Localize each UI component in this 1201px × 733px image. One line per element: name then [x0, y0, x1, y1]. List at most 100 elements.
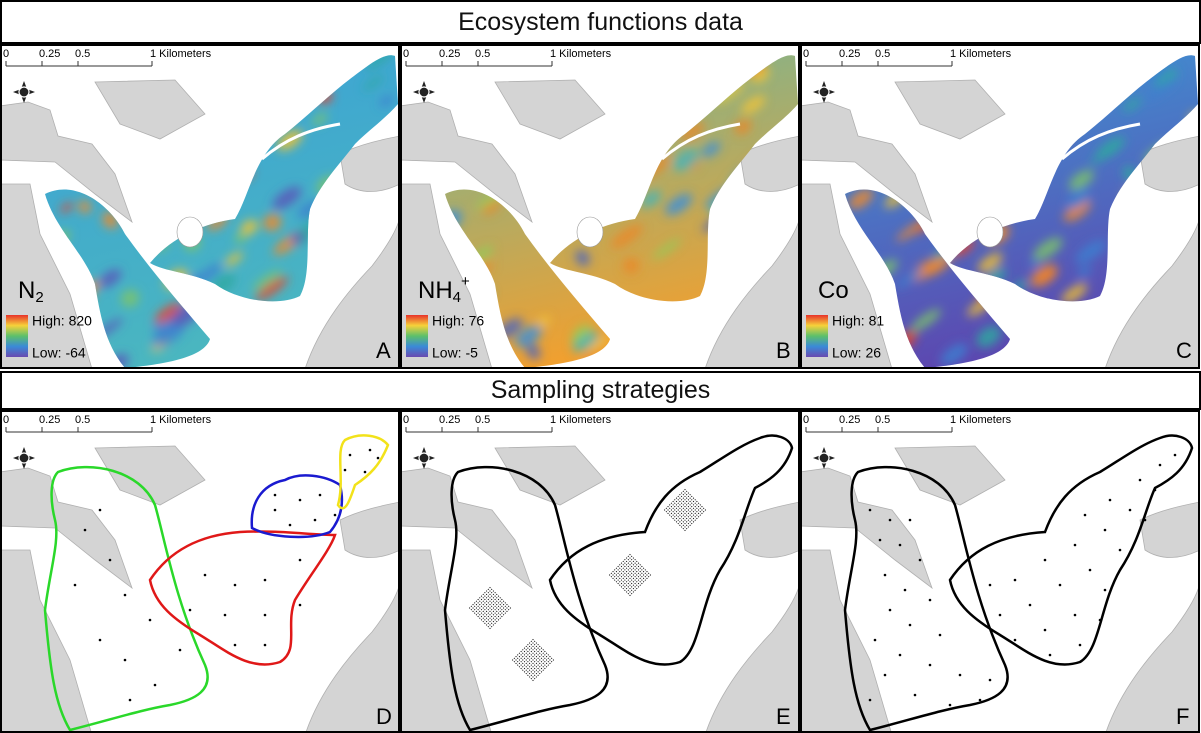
sample-point	[537, 658, 538, 659]
figure: Ecosystem functions data Sampling strate…	[0, 0, 1201, 733]
sample-point	[483, 621, 484, 622]
sample-point	[676, 518, 677, 519]
sample-point	[1174, 454, 1177, 457]
sample-point	[681, 503, 682, 504]
heat-blob	[1004, 121, 1030, 144]
heat-blob	[690, 46, 715, 67]
sample-point	[621, 586, 622, 587]
sample-point	[989, 679, 992, 682]
sample-point	[698, 503, 699, 504]
sample-point	[628, 583, 629, 584]
sample-point	[84, 529, 87, 532]
sample-point	[491, 606, 492, 607]
sample-point	[536, 676, 537, 677]
sample-point	[643, 578, 644, 579]
sample-point	[541, 661, 542, 662]
sample-point	[636, 581, 637, 582]
sample-point	[641, 569, 642, 570]
sample-point	[505, 606, 506, 607]
sample-point	[515, 659, 516, 660]
sample-point	[224, 614, 227, 617]
sample-point	[531, 647, 532, 648]
sample-point	[479, 614, 480, 615]
sample-point	[479, 604, 480, 605]
sample-point	[493, 594, 494, 595]
sample-point	[626, 557, 627, 558]
sample-point	[688, 516, 689, 517]
sample-point	[506, 604, 507, 605]
sample-point	[1074, 614, 1077, 617]
sample-point	[631, 583, 632, 584]
sample-point	[477, 612, 478, 613]
sample-point	[476, 601, 477, 602]
sample-point	[498, 599, 499, 600]
sample-point	[491, 623, 492, 624]
sample-point	[686, 518, 687, 519]
sample-point	[477, 599, 478, 600]
sample-point	[1049, 654, 1052, 657]
section-title: Ecosystem functions data	[0, 0, 1201, 44]
scale-label: 0.25	[839, 48, 860, 60]
heat-blob	[149, 210, 177, 236]
sample-point	[616, 578, 617, 579]
sample-point	[527, 654, 528, 655]
sample-point	[484, 616, 485, 617]
sample-point	[1059, 584, 1062, 587]
sample-point	[696, 501, 697, 502]
section-title: Sampling strategies	[0, 371, 1201, 410]
sample-point	[486, 614, 487, 615]
sample-point	[629, 584, 630, 585]
scale-label: 0.25	[39, 414, 60, 426]
sample-point	[628, 576, 629, 577]
sample-point	[683, 525, 684, 526]
sample-point	[634, 562, 635, 563]
map: 00.250.51 KilometersF	[802, 412, 1198, 731]
sample-point	[489, 594, 490, 595]
sample-point	[639, 571, 640, 572]
sample-point	[493, 597, 494, 598]
sample-point	[496, 617, 497, 618]
sample-point	[491, 599, 492, 600]
sample-point	[520, 651, 521, 652]
sample-point	[621, 569, 622, 570]
sample-point	[486, 604, 487, 605]
sample-point	[541, 658, 542, 659]
sample-point	[534, 678, 535, 679]
sample-point	[529, 669, 530, 670]
sample-point	[696, 511, 697, 512]
sample-point	[496, 611, 497, 612]
sample-point	[686, 497, 687, 498]
sample-point	[522, 666, 523, 667]
sample-point	[617, 569, 618, 570]
sample-point	[537, 664, 538, 665]
sample-point	[683, 504, 684, 505]
heat-blob	[720, 46, 758, 75]
sample-point	[869, 699, 872, 702]
sample-point	[621, 573, 622, 574]
sample-point	[519, 653, 520, 654]
sample-point	[503, 611, 504, 612]
sample-point	[498, 612, 499, 613]
sample-point	[532, 639, 533, 640]
sample-point	[364, 471, 367, 474]
sample-point	[476, 604, 477, 605]
sample-point	[619, 574, 620, 575]
sample-point	[544, 661, 545, 662]
sample-point	[686, 514, 687, 515]
sample-point	[624, 576, 625, 577]
sample-point	[531, 658, 532, 659]
sample-point	[481, 602, 482, 603]
sample-point	[612, 571, 613, 572]
sample-point	[612, 574, 613, 575]
sample-point	[489, 604, 490, 605]
heat-blob	[1049, 127, 1071, 148]
sample-point	[705, 509, 706, 510]
sample-point	[629, 568, 630, 569]
sample-point	[508, 609, 509, 610]
sample-point	[494, 616, 495, 617]
sample-point	[493, 590, 494, 591]
sample-point	[619, 581, 620, 582]
sample-point	[684, 509, 685, 510]
sample-point	[614, 576, 615, 577]
